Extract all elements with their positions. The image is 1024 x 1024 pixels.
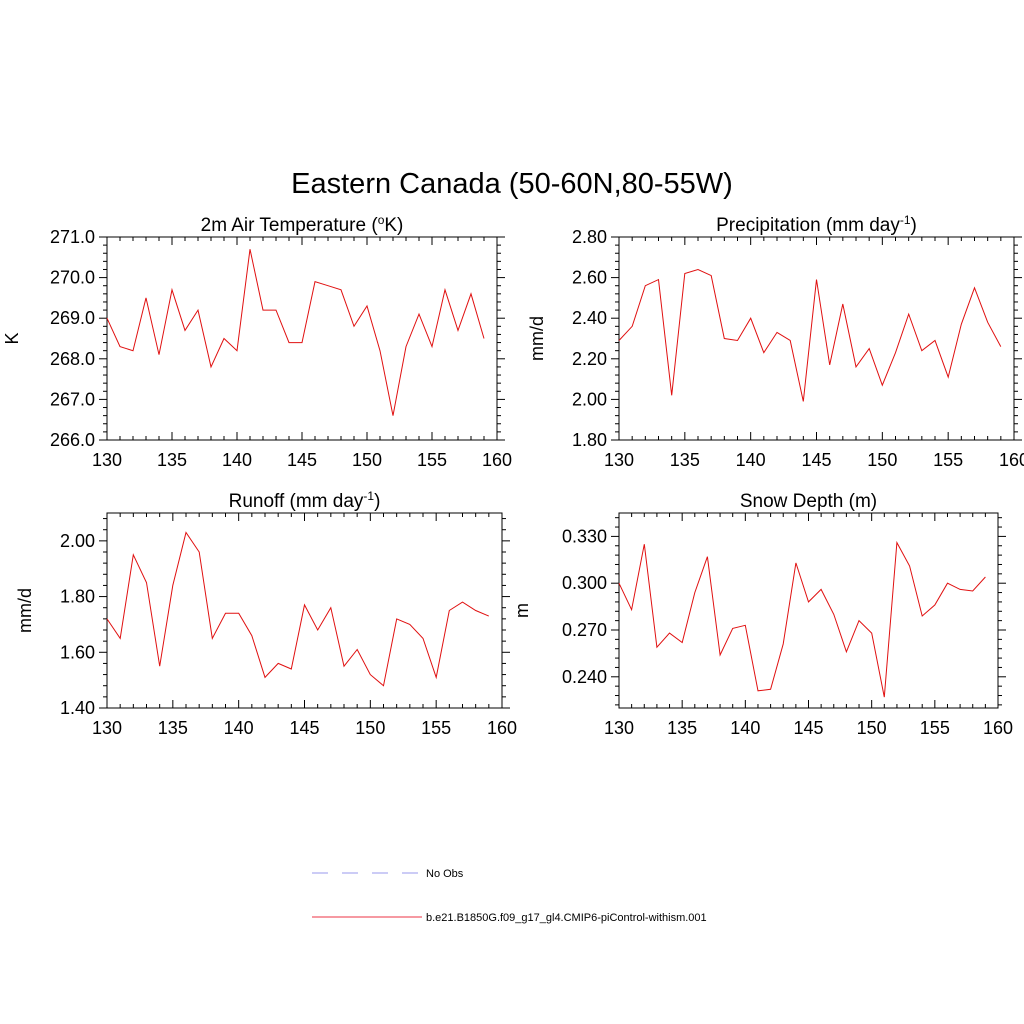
series-line-runoff <box>106 531 489 687</box>
x-tick-label: 155 <box>421 718 451 738</box>
panel-temperature: 2m Air Temperature (oK) K 130 135 140 145 150 1… <box>2 213 512 470</box>
x-tick-label: 140 <box>224 718 254 738</box>
x-tick-label: 145 <box>287 450 317 470</box>
x-tick-label: 130 <box>92 718 122 738</box>
y-tick-label: 1.40 <box>60 698 95 718</box>
x-tick-label: 150 <box>352 450 382 470</box>
y-tick-label: 2.20 <box>572 349 607 369</box>
y-tick-label: 271.0 <box>50 227 95 247</box>
x-tick-label: 160 <box>482 450 512 470</box>
series-line-precipitation <box>618 268 1002 402</box>
y-tick-label: 0.300 <box>562 573 607 593</box>
figure-title: Eastern Canada (50-60N,80-55W) <box>291 168 733 200</box>
y-tick-label: 267.0 <box>50 389 95 409</box>
legend-label-model: b.e21.B1850G.f09_g17_gl4.CMIP6-piControl… <box>426 912 707 924</box>
y-tick-label: 2.00 <box>572 389 607 409</box>
x-tick-label: 130 <box>604 450 634 470</box>
panel-title-snow-depth: Snow Depth (m) <box>740 491 877 512</box>
y-tick-label: 268.0 <box>50 349 95 369</box>
panel-precipitation: Precipitation (mm day-1) mm/d 130 135 140 145… <box>527 213 1024 470</box>
y-axis-label-snow-depth: m <box>512 603 532 618</box>
x-tick-label: 130 <box>92 450 122 470</box>
x-tick-label: 140 <box>222 450 252 470</box>
y-axis-label-runoff: mm/d <box>15 588 35 633</box>
y-tick-label: 266.0 <box>50 430 95 450</box>
panel-runoff: Runoff (mm day-1) mm/d 130 135 140 145 150 155 1… <box>15 489 517 738</box>
x-tick-label: 160 <box>983 718 1013 738</box>
y-tick-label: 0.270 <box>562 620 607 640</box>
y-tick-label: 270.0 <box>50 268 95 288</box>
x-tick-label: 155 <box>417 450 447 470</box>
legend: No Obs b.e21.B1850G.f09_g17_gl4.CMIP6-pi… <box>312 868 707 924</box>
x-tick-label: 135 <box>667 718 697 738</box>
x-tick-label: 140 <box>730 718 760 738</box>
y-tick-label: 2.00 <box>60 531 95 551</box>
legend-label-no-obs: No Obs <box>426 868 464 880</box>
plot-frame <box>106 236 498 441</box>
series-line-temperature <box>106 249 485 416</box>
y-axis-label-precipitation: mm/d <box>527 316 547 361</box>
x-tick-label: 145 <box>289 718 319 738</box>
y-tick-label: 0.330 <box>562 526 607 546</box>
y-tick-label: 2.60 <box>572 268 607 288</box>
series-line-snow-depth <box>618 540 986 698</box>
panel-title-precipitation: Precipitation (mm day-1) <box>716 213 917 236</box>
x-tick-label: 145 <box>793 718 823 738</box>
panels: 2m Air Temperature (oK) K 130 135 140 145 150 1… <box>2 213 1024 738</box>
y-tick-label: 1.80 <box>572 430 607 450</box>
y-axis-label-temperature: K <box>2 332 22 344</box>
x-tick-label: 130 <box>604 718 634 738</box>
x-tick-label: 160 <box>999 450 1024 470</box>
plot-frame <box>106 512 503 709</box>
x-tick-label: 140 <box>736 450 766 470</box>
x-tick-label: 150 <box>857 718 887 738</box>
x-tick-label: 150 <box>867 450 897 470</box>
x-tick-label: 155 <box>933 450 963 470</box>
y-tick-label: 269.0 <box>50 308 95 328</box>
x-tick-label: 135 <box>158 718 188 738</box>
y-tick-label: 0.240 <box>562 667 607 687</box>
x-tick-label: 135 <box>157 450 187 470</box>
x-tick-label: 145 <box>801 450 831 470</box>
x-tick-label: 135 <box>670 450 700 470</box>
plot-frame <box>618 512 999 709</box>
y-tick-label: 1.80 <box>60 587 95 607</box>
panel-snow-depth: Snow Depth (m) m 130 135 140 145 150 155 160 0.24… <box>512 491 1013 738</box>
panel-title-temperature: 2m Air Temperature (oK) <box>201 213 404 236</box>
y-tick-label: 2.40 <box>572 308 607 328</box>
y-tick-label: 1.60 <box>60 642 95 662</box>
x-tick-label: 155 <box>920 718 950 738</box>
x-tick-label: 150 <box>355 718 385 738</box>
x-tick-label: 160 <box>487 718 517 738</box>
panel-title-runoff: Runoff (mm day-1) <box>229 489 381 512</box>
y-tick-label: 2.80 <box>572 227 607 247</box>
